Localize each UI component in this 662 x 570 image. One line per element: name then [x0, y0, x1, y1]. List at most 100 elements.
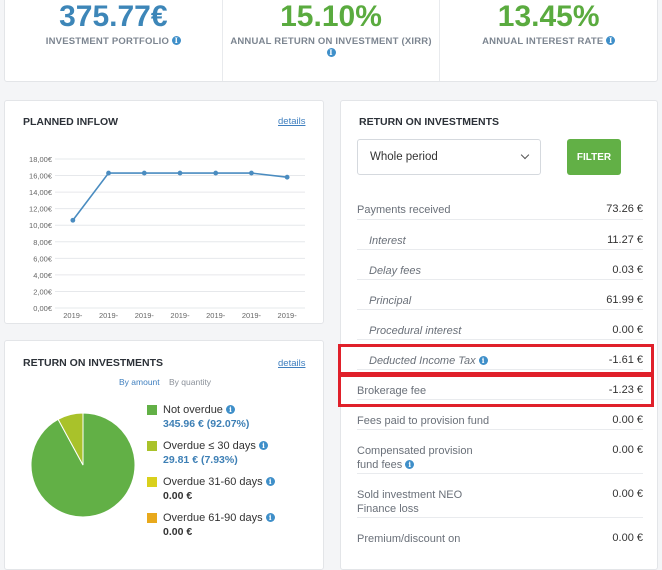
- table-row: Delay fees 0.03 €: [357, 249, 643, 279]
- table-row: Compensated provision fund fees i 0.00 €: [357, 429, 643, 473]
- planned-inflow-card: Planned inflow details 0,00€ 2,00€ 4,00€ 6,…: [4, 100, 324, 324]
- x-tick-label: 2019-04: [170, 311, 190, 323]
- legend-label: Overdue 61-90 days i: [163, 511, 275, 525]
- row-value: 0.00 €: [612, 414, 643, 426]
- row-value: 0.03 €: [612, 264, 643, 276]
- row-value: 0.00 €: [612, 488, 643, 500]
- table-row: Premium/discount on 0.00 €: [357, 517, 643, 557]
- x-tick-label: 2019-02: [99, 311, 119, 323]
- y-tick-label: 12,00€: [29, 205, 53, 214]
- row-value: 11.27 €: [607, 234, 643, 246]
- y-tick-label: 10,00€: [29, 221, 53, 230]
- toggle-by-amount[interactable]: By amount: [119, 377, 160, 387]
- pie-slice[interactable]: [57, 412, 84, 466]
- highlight-income-tax: [338, 344, 654, 375]
- info-icon[interactable]: i: [265, 513, 275, 522]
- stat-value: 15.10%: [280, 0, 382, 33]
- legend-swatch: [147, 405, 157, 415]
- details-link[interactable]: details: [278, 358, 306, 369]
- row-value: 0.00 €: [612, 324, 643, 336]
- row-label: Deducted Income Tax i: [369, 354, 488, 368]
- stat-label: Annual return on investment (XIRR) i: [230, 36, 432, 57]
- row-label: Procedural interest: [369, 325, 462, 337]
- stat-value: 13.45%: [497, 0, 600, 33]
- row-value: 61.99 €: [606, 294, 643, 306]
- legend-amount: 0.00 €: [163, 526, 193, 538]
- legend-swatch: [147, 513, 157, 523]
- row-value: 0.00 €: [612, 444, 643, 456]
- x-tick-label: 2019-06: [242, 311, 262, 323]
- period-select[interactable]: Whole period: [357, 139, 541, 175]
- details-link[interactable]: details: [278, 116, 306, 127]
- legend-label: Overdue ≤ 30 days i: [163, 439, 268, 453]
- x-tick-label: 2019-01: [63, 311, 83, 323]
- row-label: Brokerage fee: [357, 385, 427, 397]
- table-row: Deducted Income Tax i -1.61 €: [357, 339, 643, 369]
- roi-pie-chart: [30, 412, 136, 518]
- stat-xirr: 15.10% Annual return on investment (XIRR…: [221, 0, 440, 81]
- data-point[interactable]: [106, 170, 111, 176]
- info-icon[interactable]: i: [171, 36, 181, 45]
- legend-amount: 29.81 € (7.93%): [163, 454, 238, 466]
- y-tick-label: 2,00€: [33, 287, 53, 296]
- info-icon[interactable]: i: [258, 441, 268, 450]
- legend-amount: 345.96 € (92.07%): [163, 418, 250, 430]
- data-point[interactable]: [284, 174, 290, 180]
- returns-card: Return on investments Whole period FILTE…: [340, 100, 658, 570]
- row-label: Payments received: [357, 204, 451, 216]
- y-tick-label: 6,00€: [33, 254, 53, 263]
- table-row: Fees paid to provision fund 0.00 €: [357, 399, 643, 429]
- card-title: Planned inflow: [23, 116, 119, 128]
- row-label: Interest: [369, 235, 406, 247]
- y-tick-label: 8,00€: [33, 238, 53, 247]
- stat-portfolio: 375.77€ Investment portfolio i: [5, 0, 222, 81]
- data-point[interactable]: [177, 170, 183, 176]
- info-icon[interactable]: i: [405, 460, 415, 469]
- row-label: Compensated provision fund fees i: [357, 445, 473, 471]
- row-label: Delay fees: [369, 265, 421, 277]
- chevron-down-icon: [520, 150, 530, 160]
- toggle-by-quantity[interactable]: By quantity: [169, 377, 212, 387]
- info-icon[interactable]: i: [478, 356, 488, 365]
- roi-breakdown-card: Return on investments details By amount …: [4, 340, 324, 570]
- stats-card: 375.77€ Investment portfolio i 15.10% An…: [4, 0, 658, 82]
- row-value: -1.61 €: [608, 354, 643, 366]
- planned-inflow-chart: 0,00€ 2,00€ 4,00€ 6,00€ 8,00€ 10,00€ 12,00€ 14,…: [29, 155, 305, 323]
- table-row: Brokerage fee -1.23 €: [357, 369, 643, 399]
- table-row: Procedural interest 0.00 €: [357, 309, 643, 339]
- info-icon[interactable]: i: [326, 48, 336, 57]
- row-label: Principal: [369, 295, 412, 307]
- row-value: 73.26 €: [606, 203, 643, 215]
- series-line: [72, 172, 288, 221]
- info-icon[interactable]: i: [226, 405, 235, 414]
- table-row: Payments received 73.26 €: [357, 189, 643, 219]
- stat-value: 375.77€: [59, 0, 168, 33]
- card-title: Return on investments: [23, 357, 164, 369]
- row-label: Sold investment NEO Finance loss: [357, 489, 463, 515]
- filter-button[interactable]: FILTER: [567, 139, 621, 175]
- stat-label: Investment portfolio i: [5, 36, 222, 48]
- row-label: Premium/discount on: [357, 533, 461, 545]
- highlight-brokerage-fee: [338, 374, 654, 407]
- table-row: Sold investment NEO Finance loss 0.00 €: [357, 473, 643, 517]
- legend-amount: 0.00 €: [163, 490, 193, 502]
- legend-swatch: [147, 477, 157, 487]
- y-tick-label: 0,00€: [33, 304, 53, 313]
- stat-label: Annual interest rate i: [440, 36, 657, 48]
- data-point[interactable]: [141, 170, 147, 176]
- card-title: Return on investments: [359, 116, 500, 128]
- legend-label: Not overdue i: [163, 403, 235, 417]
- row-label: Fees paid to provision fund: [357, 415, 490, 427]
- y-tick-label: 4,00€: [33, 271, 53, 280]
- data-point[interactable]: [213, 170, 219, 176]
- info-icon[interactable]: i: [606, 36, 616, 45]
- y-tick-label: 14,00€: [29, 188, 53, 197]
- data-point[interactable]: [70, 217, 76, 223]
- data-point[interactable]: [249, 170, 254, 176]
- x-tick-label: 2019-07: [278, 311, 298, 323]
- y-tick-label: 18,00€: [29, 155, 53, 164]
- info-icon[interactable]: i: [265, 477, 275, 486]
- x-tick-label: 2019-03: [135, 311, 155, 323]
- stat-interest-rate: 13.45% Annual interest rate i: [439, 0, 657, 81]
- y-tick-label: 16,00€: [29, 172, 53, 181]
